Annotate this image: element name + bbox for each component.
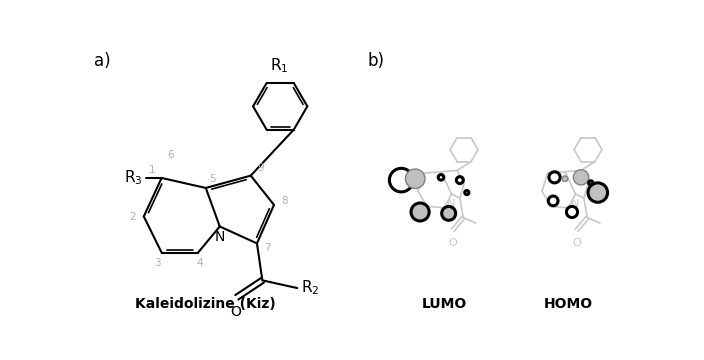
Text: Kaleidolizine (Kiz): Kaleidolizine (Kiz): [135, 297, 276, 311]
Text: b): b): [367, 53, 384, 71]
Text: 3: 3: [154, 258, 161, 267]
Text: 4: 4: [196, 258, 203, 267]
Text: 6: 6: [168, 150, 174, 160]
Text: 9: 9: [258, 163, 264, 173]
Text: HOMO: HOMO: [544, 297, 593, 311]
Text: N: N: [215, 230, 225, 244]
Text: 2: 2: [129, 212, 135, 222]
Text: 8: 8: [282, 196, 288, 206]
Circle shape: [573, 170, 589, 185]
Text: 1: 1: [149, 165, 156, 175]
Text: O: O: [230, 305, 241, 319]
Text: R$_2$: R$_2$: [301, 279, 320, 297]
Text: 7: 7: [264, 243, 270, 253]
Text: N: N: [447, 199, 455, 209]
Circle shape: [411, 203, 429, 221]
Text: 5: 5: [208, 174, 215, 184]
Text: a): a): [94, 53, 111, 71]
Circle shape: [562, 176, 568, 181]
Circle shape: [441, 206, 455, 220]
Circle shape: [406, 169, 425, 188]
Text: LUMO: LUMO: [422, 297, 467, 311]
Text: O: O: [448, 238, 457, 248]
Text: R$_3$: R$_3$: [124, 168, 142, 187]
Text: O: O: [572, 238, 582, 248]
Text: N: N: [571, 199, 579, 209]
Text: R$_1$: R$_1$: [270, 57, 288, 75]
Circle shape: [588, 183, 608, 202]
